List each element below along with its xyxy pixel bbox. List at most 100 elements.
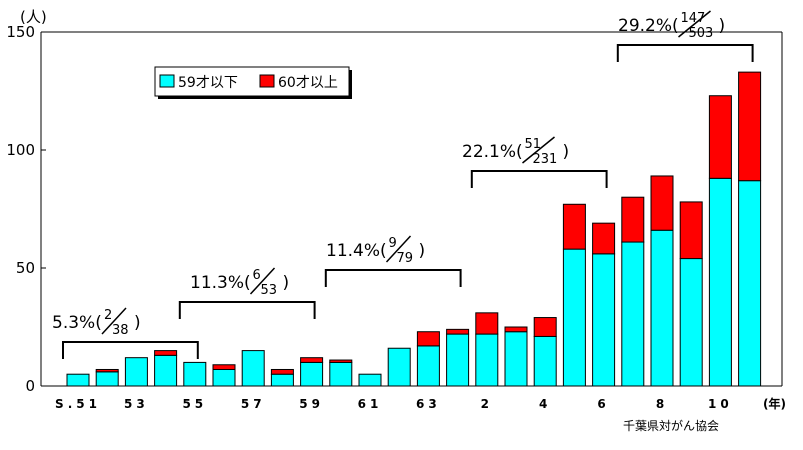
legend-swatch <box>159 74 175 88</box>
annotation-close-paren: ) <box>134 313 141 333</box>
annotation-percent: 11.4%( <box>326 241 387 261</box>
y-unit-label: (人) <box>20 8 47 26</box>
bar-segment-over-60 <box>679 201 703 260</box>
x-tick-label: 59 <box>299 397 324 411</box>
bar-segment-under-59 <box>708 177 732 387</box>
annotation-denominator: 38 <box>112 323 129 338</box>
y-tick-label: 150 <box>6 23 35 41</box>
bar-segment-over-60 <box>504 326 528 333</box>
annotation-close-paren: ) <box>563 142 570 162</box>
annotations: 5.3%(238)11.3%(653)11.4%(979)22.1%(51231… <box>52 10 754 359</box>
bar-segment-under-59 <box>738 180 762 387</box>
annotation-bracket <box>178 301 316 319</box>
annotation-slash <box>385 235 412 263</box>
x-unit-label: (年) <box>763 396 786 411</box>
annotation-slash <box>678 10 711 38</box>
annotation-group: 11.4%(979) <box>324 235 462 287</box>
bar-segment-over-60 <box>329 359 353 363</box>
annotation-percent: 11.3%( <box>190 273 251 293</box>
annotation-denominator: 53 <box>261 283 278 298</box>
bar-segment-under-59 <box>124 357 148 387</box>
legend-box <box>154 66 350 97</box>
legend-label: 60才以上 <box>278 75 338 91</box>
legend: 59才以下 60才以上 <box>154 66 352 99</box>
bar-segment-under-59 <box>358 373 382 387</box>
annotation-numerator: 9 <box>389 236 397 251</box>
x-tick-label: 10 <box>708 397 733 411</box>
bar-segment-over-60 <box>562 203 586 250</box>
annotation-percent: 5.3%( <box>52 313 102 333</box>
bar-segment-under-59 <box>416 345 440 387</box>
bar-segment-under-59 <box>562 248 586 387</box>
bar-segment-under-59 <box>212 368 236 387</box>
bar-segment-over-60 <box>95 368 119 373</box>
bar-segment-under-59 <box>66 373 90 387</box>
annotation-slash <box>522 136 555 164</box>
y-tick-label: 100 <box>6 141 35 159</box>
bar-segment-under-59 <box>533 335 557 387</box>
bar-segment-over-60 <box>621 196 645 243</box>
bar-segment-under-59 <box>475 333 499 387</box>
x-tick-label: 4 <box>539 397 551 411</box>
x-tick-label: 8 <box>656 397 668 411</box>
legend-label: 59才以下 <box>178 75 238 91</box>
bar-segment-under-59 <box>592 253 616 387</box>
bar-segment-under-59 <box>154 354 178 387</box>
bar-segment-under-59 <box>446 333 470 387</box>
x-axis: S.51 53 55 57 59 61 63 2 4 6 8 10 <box>41 385 782 411</box>
bar-segment-under-59 <box>679 258 703 387</box>
bar-segment-over-60 <box>300 357 324 363</box>
annotation-slash <box>249 267 276 295</box>
annotation-group: 5.3%(238) <box>52 307 199 359</box>
bar-segment-over-60 <box>446 328 470 335</box>
bar-segment-under-59 <box>621 241 645 387</box>
bar-segment-under-59 <box>95 371 119 387</box>
plot-frame <box>41 31 783 386</box>
bar-segment-under-59 <box>329 361 353 387</box>
bar-segment-over-60 <box>154 350 178 356</box>
x-tick-label: 61 <box>358 397 383 411</box>
annotation-numerator: 51 <box>525 137 542 152</box>
x-tick-label: 55 <box>182 397 207 411</box>
bar-segment-over-60 <box>738 71 762 182</box>
bar-segment-over-60 <box>650 175 674 231</box>
bar-segment-over-60 <box>475 312 499 335</box>
annotation-percent: 22.1%( <box>462 142 523 162</box>
annotation-bracket <box>616 44 754 62</box>
y-tick-label: 50 <box>16 259 35 277</box>
y-axis: 0 50 100 150 <box>6 23 46 395</box>
annotation-close-paren: ) <box>719 16 726 36</box>
bar-segment-under-59 <box>504 331 528 387</box>
annotation-percent: 29.2%( <box>618 16 679 36</box>
bar-segment-under-59 <box>241 350 265 387</box>
annotation-close-paren: ) <box>283 273 290 293</box>
annotation-bracket <box>324 269 462 287</box>
y-tick-label: 0 <box>25 377 35 395</box>
bars <box>66 71 762 387</box>
source-label: 千葉県対がん協会 <box>623 418 719 433</box>
bar-segment-under-59 <box>270 373 294 387</box>
bar-segment-under-59 <box>183 361 207 387</box>
annotation-group: 11.3%(653) <box>178 267 316 319</box>
legend-swatch <box>259 74 275 88</box>
x-tick-label: 57 <box>241 397 266 411</box>
x-tick-label: 2 <box>481 397 493 411</box>
x-tick-label: 63 <box>416 397 441 411</box>
bar-segment-over-60 <box>533 317 557 337</box>
bar-segment-over-60 <box>270 368 294 375</box>
annotation-numerator: 147 <box>681 11 706 26</box>
annotation-close-paren: ) <box>419 241 426 261</box>
bar-segment-over-60 <box>708 95 732 179</box>
bar-segment-under-59 <box>387 347 411 387</box>
annotation-denominator: 79 <box>397 251 414 266</box>
annotation-numerator: 6 <box>253 268 261 283</box>
annotation-bracket <box>62 341 199 359</box>
bar-segment-over-60 <box>212 364 236 370</box>
x-tick-label: 6 <box>597 397 609 411</box>
x-tick-label: 53 <box>124 397 149 411</box>
annotation-denominator: 503 <box>689 26 714 41</box>
annotation-denominator: 231 <box>533 152 558 167</box>
annotation-numerator: 2 <box>104 308 112 323</box>
